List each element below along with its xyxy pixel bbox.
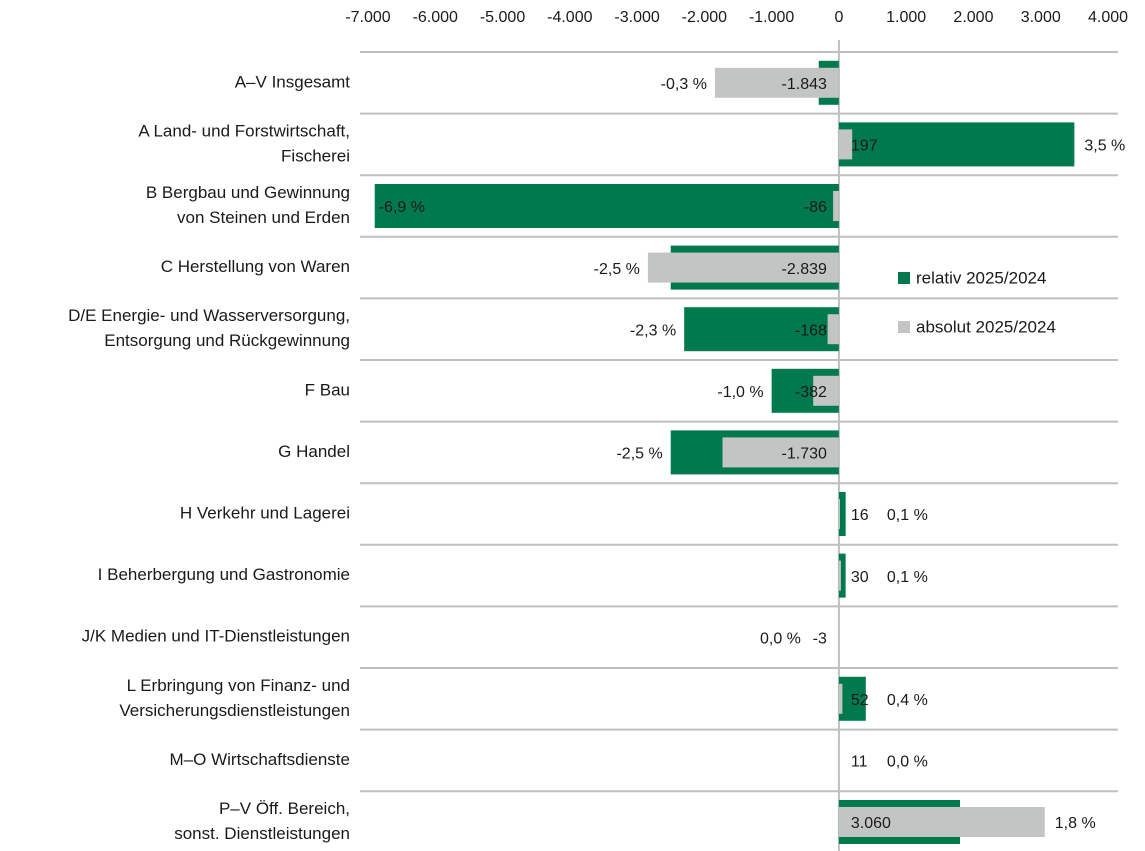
- x-tick-label: -4.000: [547, 9, 592, 26]
- category-label: von Steinen und Erden: [177, 208, 350, 227]
- value-label: 30: [851, 569, 869, 586]
- x-tick-label: 4.000: [1088, 9, 1128, 26]
- x-tick-label: -5.000: [480, 9, 525, 26]
- category-label: C Herstellung von Waren: [161, 257, 350, 276]
- value-label: -2,3 %: [630, 322, 676, 339]
- category-label: Fischerei: [281, 146, 350, 165]
- x-tick-label: -1.000: [749, 9, 794, 26]
- bar: [838, 745, 840, 776]
- value-label: -2,5 %: [616, 446, 662, 463]
- value-label: 16: [851, 507, 869, 524]
- x-tick-label: 3.000: [1021, 9, 1061, 26]
- bar: [722, 437, 839, 468]
- legend-label: relativ 2025/2024: [916, 268, 1046, 287]
- category-label: G Handel: [278, 442, 350, 461]
- bar: [838, 676, 866, 721]
- x-tick-label: 1.000: [886, 9, 926, 26]
- x-tick-label: -3.000: [614, 9, 659, 26]
- bar: [838, 683, 843, 714]
- value-label: -1.843: [782, 76, 827, 93]
- value-label: 1,8 %: [1055, 815, 1096, 832]
- category-label: Entsorgung und Rückgewinnung: [104, 331, 350, 350]
- bar: [374, 184, 839, 228]
- value-label: 0,4 %: [887, 692, 928, 709]
- category-label: I Beherbergung und Gastronomie: [98, 565, 350, 584]
- value-label: -1,0 %: [717, 384, 763, 401]
- value-label: -382: [795, 384, 827, 401]
- value-label: 0,0 %: [760, 630, 801, 647]
- legend-swatch: [898, 321, 910, 333]
- legend-swatch: [898, 272, 910, 284]
- value-label: -168: [795, 322, 827, 339]
- value-label: 52: [851, 692, 869, 709]
- bar: [827, 314, 839, 345]
- bar: [838, 499, 840, 529]
- value-label: 3,5 %: [1084, 138, 1125, 155]
- value-label: -3: [813, 630, 827, 647]
- value-label: 0,1 %: [887, 569, 928, 586]
- bar: [838, 560, 841, 591]
- bar: [813, 375, 839, 406]
- bar: [714, 67, 839, 98]
- category-label: F Bau: [305, 380, 350, 399]
- value-label: -1.730: [782, 446, 827, 463]
- bar: [838, 553, 846, 598]
- legend-label: absolut 2025/2024: [916, 317, 1056, 336]
- category-label: A Land- und Forstwirtschaft,: [138, 121, 350, 140]
- value-label: 3.060: [851, 815, 891, 832]
- category-label: H Verkehr und Lagerei: [180, 503, 350, 522]
- category-label: B Bergbau und Gewinnung: [146, 183, 350, 202]
- bar: [833, 191, 839, 221]
- bar: [684, 307, 839, 352]
- x-tick-label: -7.000: [345, 9, 390, 26]
- bar: [838, 122, 1075, 167]
- bar: [838, 807, 1045, 837]
- bar: [838, 492, 846, 536]
- category-label: A–V Insgesamt: [235, 72, 351, 91]
- category-label: P–V Öff. Bereich,: [219, 799, 350, 818]
- value-label: -6,9 %: [379, 199, 425, 216]
- category-label: M–O Wirtschaftsdienste: [170, 750, 350, 769]
- value-label: 0,1 %: [887, 507, 928, 524]
- value-label: -0,3 %: [661, 76, 707, 93]
- x-tick-label: 0: [834, 9, 843, 26]
- category-label: sonst. Dienstleistungen: [174, 824, 350, 843]
- value-label: -2,5 %: [594, 261, 640, 278]
- x-tick-label: 2.000: [953, 9, 993, 26]
- bar: [647, 252, 839, 283]
- value-label: 197: [851, 138, 878, 155]
- value-label: 11: [851, 754, 868, 771]
- bar: [838, 129, 853, 160]
- category-label: Versicherungsdienstleistungen: [119, 701, 350, 720]
- x-tick-label: -6.000: [413, 9, 458, 26]
- category-label: D/E Energie- und Wasserversorgung,: [68, 306, 350, 325]
- category-label: J/K Medien und IT-Dienstleistungen: [82, 627, 350, 646]
- value-label: 0,0 %: [887, 754, 928, 771]
- category-label: L Erbringung von Finanz- und: [127, 676, 350, 695]
- value-label: -86: [804, 199, 827, 216]
- x-tick-label: -2.000: [682, 9, 727, 26]
- value-label: -2.839: [782, 261, 827, 278]
